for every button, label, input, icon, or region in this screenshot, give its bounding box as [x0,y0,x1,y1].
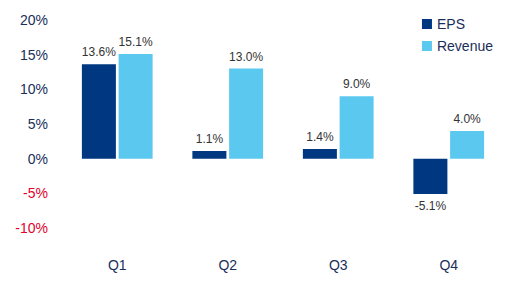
svg-text:1.4%: 1.4% [306,130,334,144]
svg-text:13.6%: 13.6% [82,45,116,59]
svg-text:10%: 10% [20,81,48,97]
svg-text:Q4: Q4 [439,257,458,273]
svg-text:EPS: EPS [437,16,465,32]
svg-text:0%: 0% [28,151,48,167]
svg-text:1.1%: 1.1% [196,132,224,146]
svg-text:-5.1%: -5.1% [415,199,447,213]
svg-text:20%: 20% [20,12,48,28]
svg-text:Q1: Q1 [108,257,127,273]
svg-text:15%: 15% [20,47,48,63]
svg-text:Revenue: Revenue [437,38,493,54]
svg-text:4.0%: 4.0% [453,112,481,126]
svg-text:5%: 5% [28,116,48,132]
svg-text:-5%: -5% [23,185,48,201]
svg-text:-10%: -10% [15,220,48,236]
svg-text:13.0%: 13.0% [229,50,263,64]
svg-text:15.1%: 15.1% [119,35,153,49]
svg-text:Q3: Q3 [329,257,348,273]
svg-text:Q2: Q2 [218,257,237,273]
svg-text:9.0%: 9.0% [343,77,371,91]
